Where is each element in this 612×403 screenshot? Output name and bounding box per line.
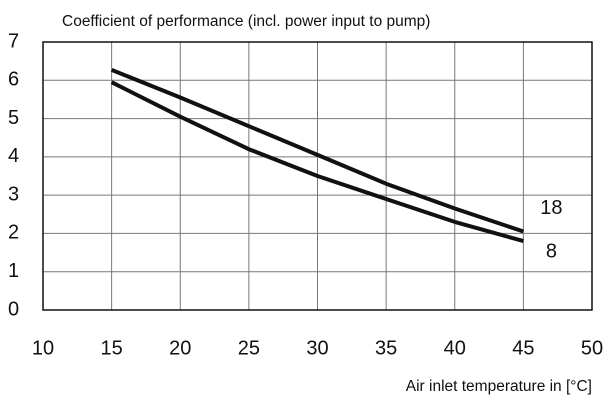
series-line [110,80,524,244]
y-tick-label: 5 [8,107,19,129]
y-tick-label: 3 [8,183,19,205]
y-tick-label: 2 [8,222,19,244]
x-tick-label: 45 [512,337,534,359]
chart-title: Coefficient of performance (incl. power … [62,13,430,30]
y-tick-label: 0 [8,298,19,320]
y-tick-label: 4 [8,145,19,167]
y-tick-label: 6 [8,69,19,91]
x-tick-label: 40 [444,337,466,359]
x-tick-label: 50 [581,337,603,359]
x-axis-label: Air inlet temperature in [°C] [406,378,592,395]
plot-frame [42,41,593,311]
x-tick-label: 35 [375,337,397,359]
series-line [110,68,525,234]
series-label: 8 [546,240,557,262]
series-label: 18 [540,197,562,219]
x-tick-label: 15 [101,337,123,359]
x-tick-label: 25 [238,337,260,359]
y-tick-label: 1 [8,260,19,282]
x-tick-label: 30 [306,337,328,359]
y-tick-label: 7 [8,30,19,52]
x-tick-label: 20 [169,337,191,359]
x-tick-label: 10 [32,337,54,359]
